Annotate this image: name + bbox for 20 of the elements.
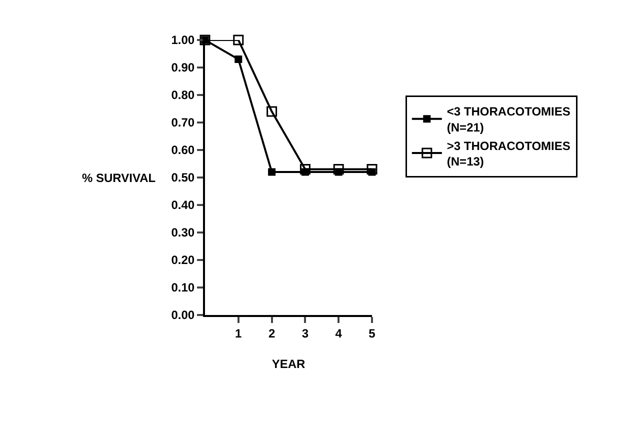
x-tick-label: 5 bbox=[368, 326, 376, 340]
legend-label: >3 THORACOTOMIES (N=13) bbox=[446, 138, 570, 169]
y-tick-label: 0.90 bbox=[171, 60, 195, 75]
y-axis-title: % SURVIVAL bbox=[82, 171, 156, 185]
y-tick-label: 0.60 bbox=[171, 143, 195, 158]
x-tick-label: 2 bbox=[268, 326, 276, 340]
y-tick-label: 0.40 bbox=[171, 198, 195, 212]
y-tick-label: 0.50 bbox=[171, 170, 195, 185]
y-tick-label: 0.70 bbox=[171, 116, 195, 130]
x-tick-label: 4 bbox=[335, 326, 342, 340]
legend-label: <3 THORACOTOMIES (N=21) bbox=[446, 104, 570, 134]
y-tick-label: 0.30 bbox=[171, 226, 195, 240]
x-tick-label: 3 bbox=[302, 326, 309, 340]
y-tick-label: 0.20 bbox=[171, 253, 195, 268]
x-axis-title: YEAR bbox=[272, 356, 306, 371]
y-tick-label: 0.80 bbox=[171, 88, 195, 102]
y-tick-label: 1.00 bbox=[171, 33, 195, 48]
y-tick-label: 0.10 bbox=[171, 280, 195, 295]
x-tick-label: 1 bbox=[235, 326, 242, 340]
y-tick-label: 0.00 bbox=[171, 308, 195, 322]
